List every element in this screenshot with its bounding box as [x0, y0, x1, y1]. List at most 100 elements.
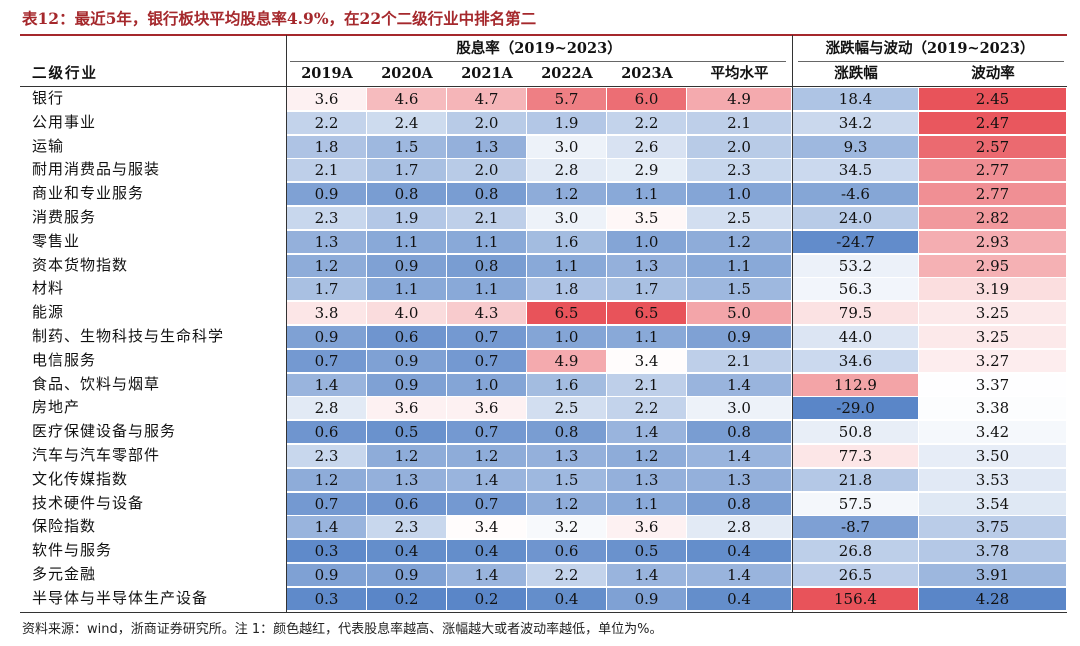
value-cell: 0.7: [447, 349, 526, 372]
value-cell: 1.6: [527, 230, 606, 253]
table-title: 表12：最近5年，银行板块平均股息率4.9%，在22个二级行业中排名第二: [22, 9, 537, 28]
table-row: 半导体与半导体生产设备 0.3 0.2 0.2 0.4 0.9 0.4 156.4 4.28: [20, 587, 1067, 611]
table-row: 保险指数 1.4 2.3 3.4 3.2 3.6 2.8 -8.7 3.75: [20, 515, 1067, 539]
value-cell: 2.47: [919, 111, 1066, 134]
value-cell: 0.9: [607, 587, 686, 610]
value-cell: 0.6: [287, 421, 366, 444]
value-cell: 0.7: [447, 421, 526, 444]
value-cell: 0.7: [447, 492, 526, 515]
industry-name: 运输: [32, 136, 65, 155]
value-cell: 2.3: [287, 444, 366, 467]
source-note: 资料来源：wind，浙商证券研究所。注 1：颜色越红，代表股息率越高、涨幅越大或…: [22, 622, 663, 637]
value-cell: 2.4: [367, 111, 446, 134]
industry-name: 半导体与半导体生产设备: [32, 588, 209, 607]
column-divider-left: [286, 35, 287, 613]
value-cell: 2.1: [687, 349, 791, 372]
value-cell: 0.4: [367, 540, 446, 563]
value-cell: 1.4: [607, 421, 686, 444]
value-cell: 2.8: [287, 397, 366, 420]
value-cell: 1.4: [447, 468, 526, 491]
value-cell: 0.4: [447, 540, 526, 563]
table-row: 消费服务 2.3 1.9 2.1 3.0 3.5 2.5 24.0 2.82: [20, 206, 1067, 230]
value-cell: 0.5: [607, 540, 686, 563]
value-cell: 0.8: [687, 492, 791, 515]
value-cell: 1.0: [447, 373, 526, 396]
value-cell: 1.3: [527, 444, 606, 467]
value-cell: 1.3: [687, 468, 791, 491]
value-cell: 1.4: [287, 373, 366, 396]
value-cell: 4.0: [367, 302, 446, 325]
table-row: 公用事业 2.2 2.4 2.0 1.9 2.2 2.1 34.2 2.47: [20, 111, 1067, 135]
value-cell: 9.3: [793, 135, 918, 158]
value-cell: 79.5: [793, 302, 918, 325]
value-cell: 1.1: [607, 492, 686, 515]
value-cell: 3.42: [919, 421, 1066, 444]
value-cell: 1.0: [607, 230, 686, 253]
table-row: 汽车与汽车零部件 2.3 1.2 1.2 1.3 1.2 1.4 77.3 3.50: [20, 444, 1067, 468]
value-cell: 0.9: [687, 325, 791, 348]
value-cell: 0.9: [367, 373, 446, 396]
value-cell: 3.6: [607, 516, 686, 539]
title-rule: [20, 34, 1067, 36]
value-cell: 6.5: [607, 302, 686, 325]
value-cell: 1.4: [687, 444, 791, 467]
industry-name: 商业和专业服务: [32, 184, 145, 203]
table-row: 耐用消费品与服装 2.1 1.7 2.0 2.8 2.9 2.3 34.5 2.77: [20, 158, 1067, 182]
industry-name: 资本货物指数: [32, 255, 129, 274]
value-cell: 1.2: [687, 230, 791, 253]
value-cell: 1.5: [527, 468, 606, 491]
industry-name: 房地产: [32, 398, 81, 417]
value-cell: 34.5: [793, 159, 918, 182]
data-table: 银行 3.6 4.6 4.7 5.7 6.0 4.9 18.4 2.45 公用事业 2.2 2.4 2.…: [20, 87, 1067, 611]
value-cell: 3.37: [919, 373, 1066, 396]
value-cell: 1.9: [367, 206, 446, 229]
value-cell: 4.3: [447, 302, 526, 325]
value-cell: 1.2: [287, 254, 366, 277]
value-cell: 0.7: [447, 325, 526, 348]
value-cell: 3.0: [687, 397, 791, 420]
value-cell: 3.4: [607, 349, 686, 372]
column-divider-right: [792, 35, 793, 613]
value-cell: 0.8: [687, 421, 791, 444]
value-cell: 1.3: [367, 468, 446, 491]
value-cell: 1.4: [447, 563, 526, 586]
value-cell: 3.19: [919, 278, 1066, 301]
value-cell: 0.9: [367, 254, 446, 277]
value-cell: 50.8: [793, 421, 918, 444]
col-header-1: 2019A: [301, 65, 353, 82]
value-cell: 1.3: [607, 468, 686, 491]
value-cell: 0.9: [287, 325, 366, 348]
value-cell: 0.8: [367, 183, 446, 206]
value-cell: 44.0: [793, 325, 918, 348]
industry-name: 公用事业: [32, 112, 97, 131]
value-cell: 2.0: [447, 159, 526, 182]
value-cell: 0.7: [287, 349, 366, 372]
value-cell: 3.25: [919, 302, 1066, 325]
table-row: 零售业 1.3 1.1 1.1 1.6 1.0 1.2 -24.7 2.93: [20, 230, 1067, 254]
value-cell: 1.4: [687, 563, 791, 586]
value-cell: 1.2: [607, 444, 686, 467]
value-cell: 0.4: [687, 587, 791, 610]
industry-name: 能源: [32, 303, 65, 322]
value-cell: 2.0: [687, 135, 791, 158]
table-row: 房地产 2.8 3.6 3.6 2.5 2.2 3.0 -29.0 3.38: [20, 396, 1067, 420]
value-cell: 1.1: [367, 230, 446, 253]
value-cell: 112.9: [793, 373, 918, 396]
value-cell: 2.77: [919, 159, 1066, 182]
group-underline-change: [798, 61, 1064, 62]
value-cell: 3.6: [287, 88, 366, 110]
table-row: 多元金融 0.9 0.9 1.4 2.2 1.4 1.4 26.5 3.91: [20, 563, 1067, 587]
value-cell: -29.0: [793, 397, 918, 420]
value-cell: 1.2: [527, 492, 606, 515]
industry-name: 材料: [32, 279, 65, 298]
header-industry: 二级行业: [32, 65, 98, 82]
table-row: 软件与服务 0.3 0.4 0.4 0.6 0.5 0.4 26.8 3.78: [20, 539, 1067, 563]
value-cell: 2.5: [527, 397, 606, 420]
header-group-change: 涨跌幅与波动（2019~2023）: [825, 40, 1035, 57]
value-cell: 156.4: [793, 587, 918, 610]
value-cell: 1.0: [527, 325, 606, 348]
value-cell: 1.4: [287, 516, 366, 539]
value-cell: 1.1: [367, 278, 446, 301]
table-row: 商业和专业服务 0.9 0.8 0.8 1.2 1.1 1.0 -4.6 2.77: [20, 182, 1067, 206]
table-row: 运输 1.8 1.5 1.3 3.0 2.6 2.0 9.3 2.57: [20, 135, 1067, 159]
